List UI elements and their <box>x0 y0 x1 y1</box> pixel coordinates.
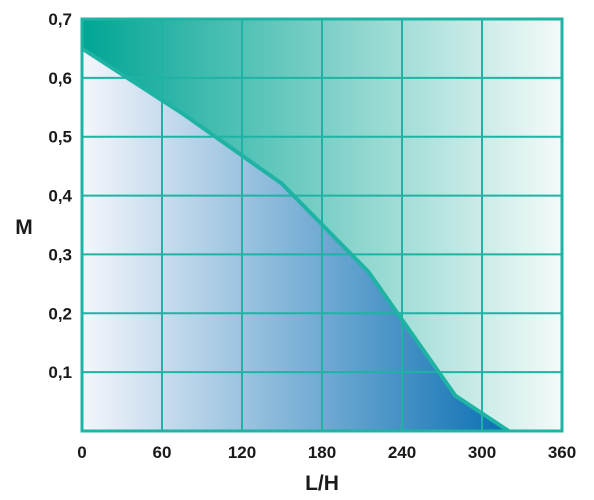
x-axis-title: L/H <box>305 472 339 495</box>
x-axis-ticks: 0 60 120 180 240 300 360 <box>77 443 576 462</box>
plot-frame <box>80 17 564 433</box>
y-tick-label: 0,1 <box>48 363 72 382</box>
x-tick-label: 180 <box>308 443 336 462</box>
y-axis-ticks: 0,1 0,2 0,3 0,4 0,5 0,6 0,7 <box>48 10 72 382</box>
y-tick-label: 0,7 <box>48 10 72 29</box>
x-tick-label: 0 <box>77 443 86 462</box>
x-tick-label: 60 <box>153 443 172 462</box>
series-curve <box>80 46 510 433</box>
x-tick-label: 360 <box>548 443 576 462</box>
x-tick-label: 240 <box>388 443 416 462</box>
y-axis-title: M <box>15 216 33 239</box>
y-tick-label: 0,3 <box>48 245 72 264</box>
y-tick-label: 0,6 <box>48 69 72 88</box>
grid <box>82 19 562 431</box>
x-tick-label: 300 <box>468 443 496 462</box>
y-tick-label: 0,5 <box>48 128 72 147</box>
y-tick-label: 0,2 <box>48 304 72 323</box>
y-tick-label: 0,4 <box>48 187 72 206</box>
x-tick-label: 120 <box>228 443 256 462</box>
